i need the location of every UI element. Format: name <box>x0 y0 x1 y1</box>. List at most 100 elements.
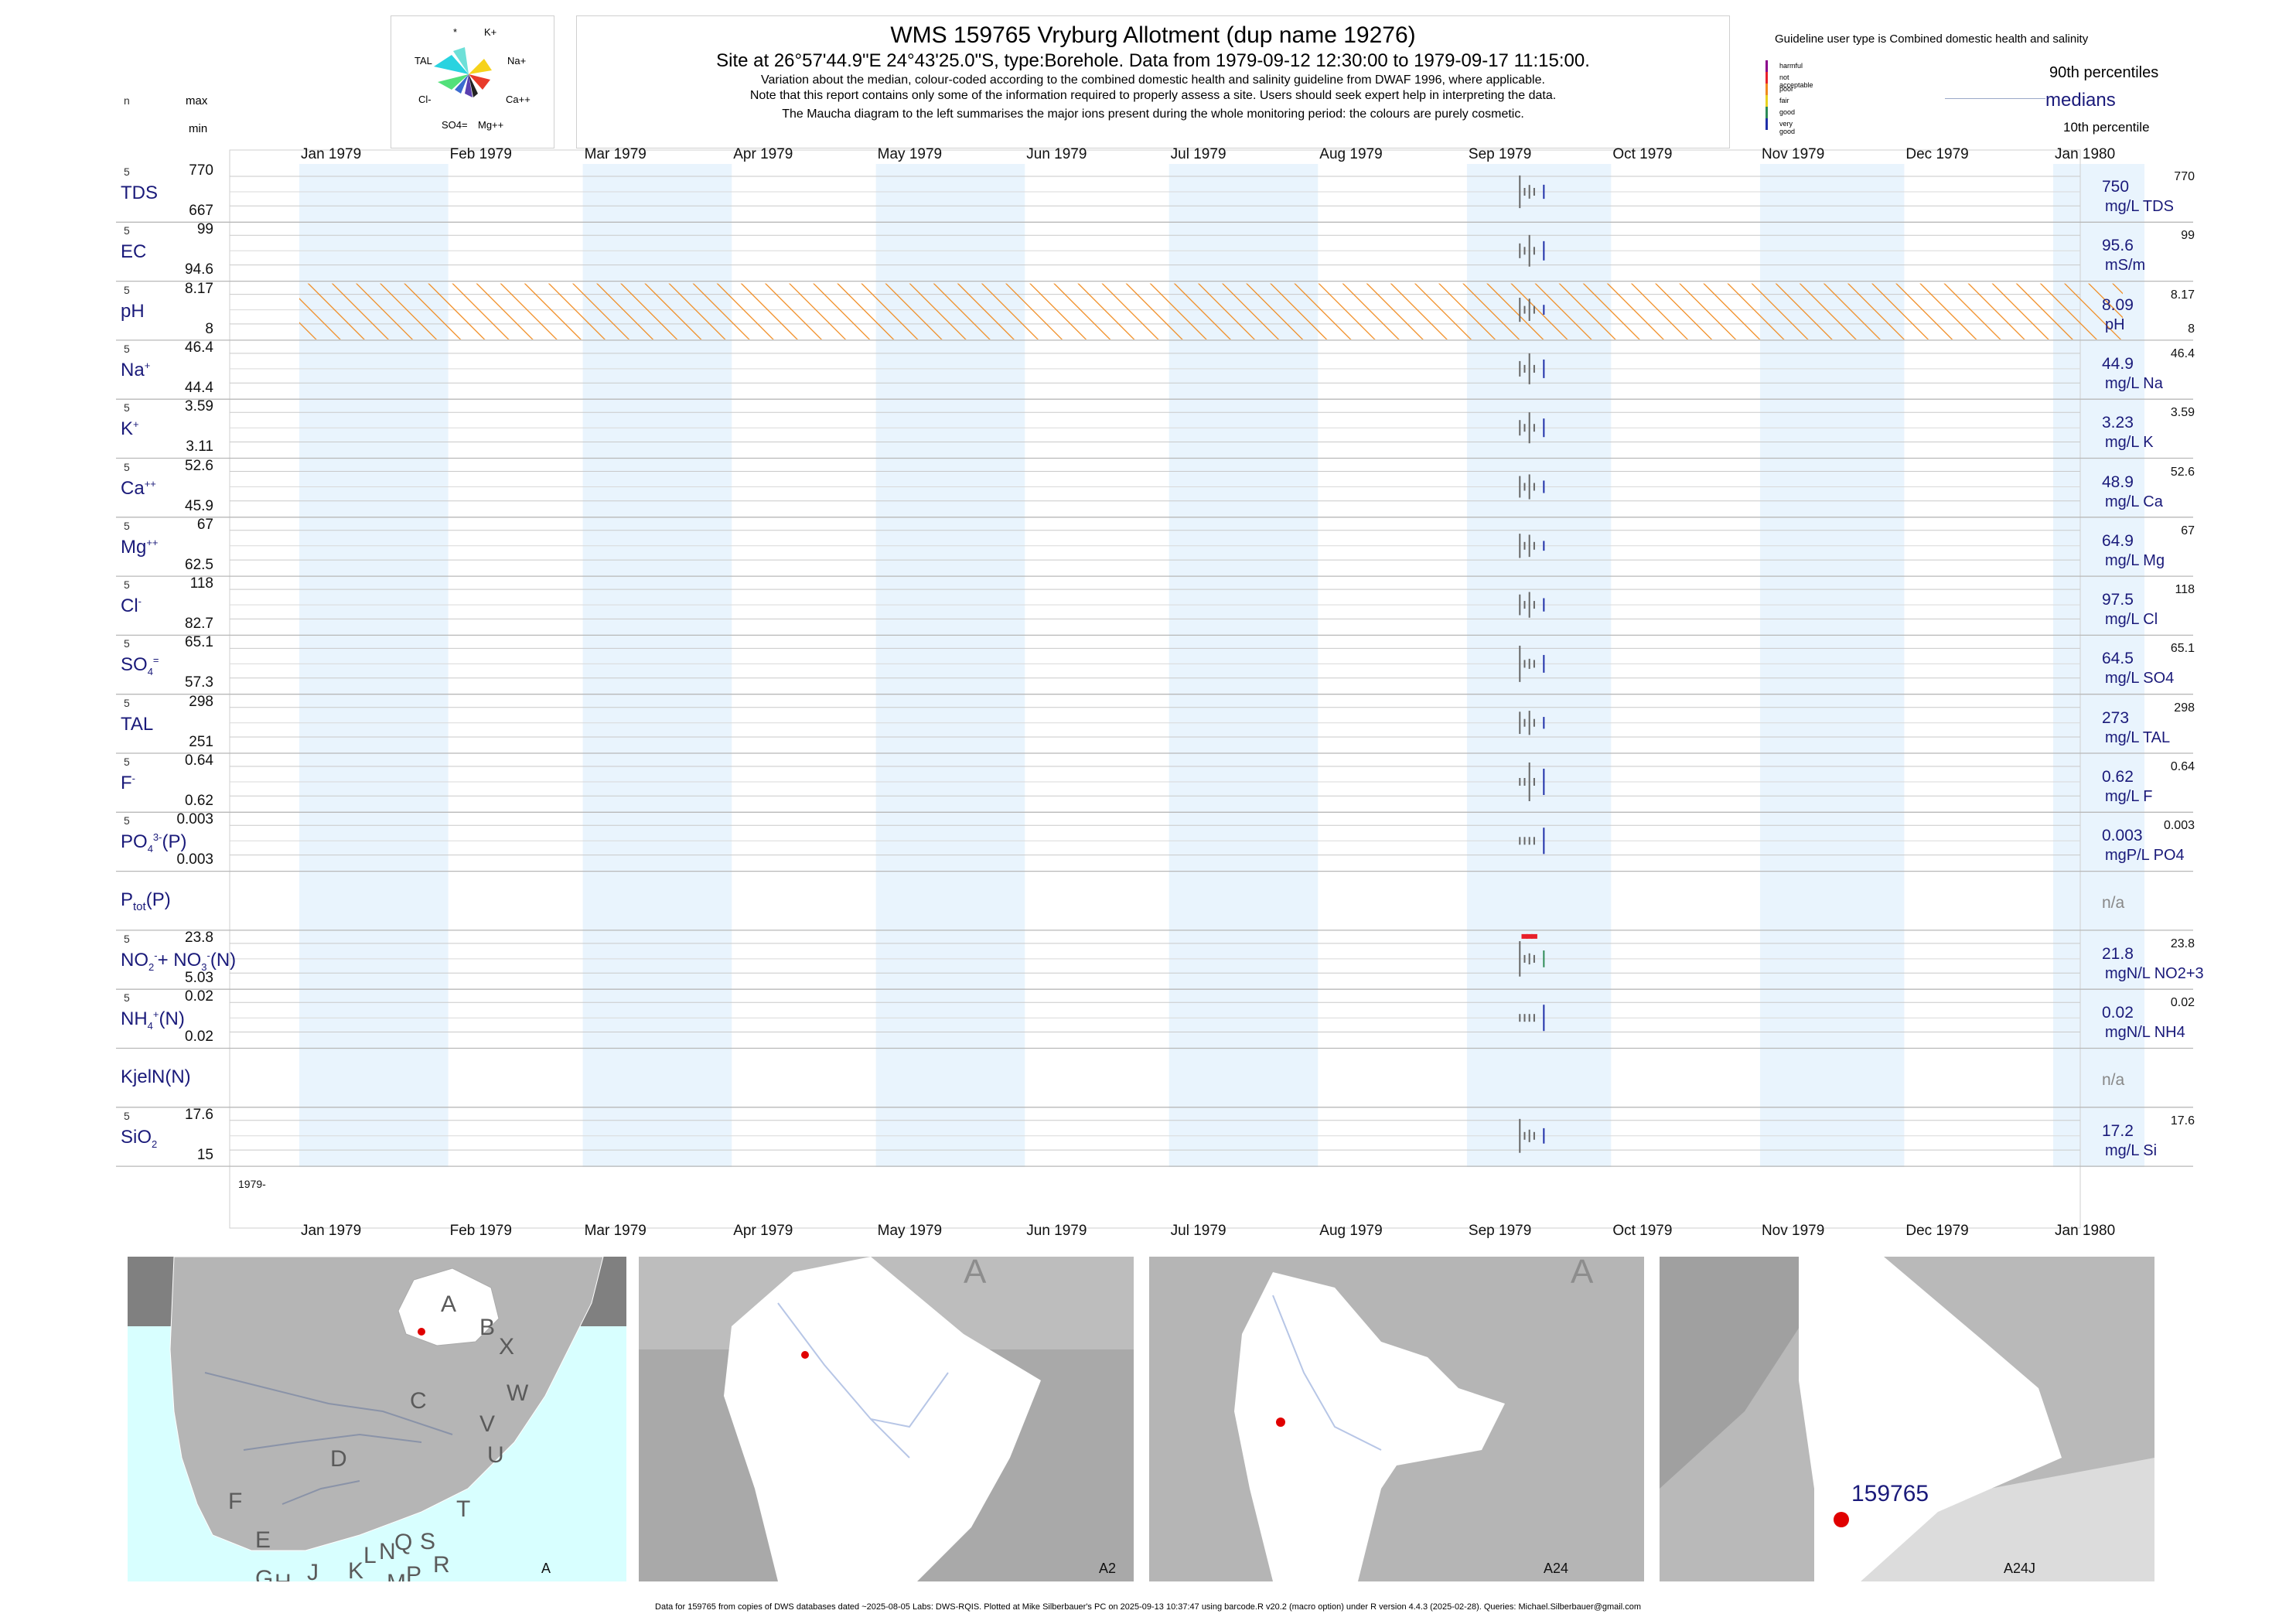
row-max: 8.17 <box>185 280 213 297</box>
note-variation: Variation about the median, colour-coded… <box>761 73 1545 87</box>
month-label-top: Sep 1979 <box>1469 146 1531 162</box>
row-parameter-label: SiO2 <box>121 1126 158 1150</box>
row-median: 0.003 <box>2102 827 2143 845</box>
row-count: 5 <box>124 401 130 415</box>
row-max: 298 <box>189 693 213 710</box>
month-label-top: May 1979 <box>878 146 942 162</box>
row-parameter-label: SO4= <box>121 654 159 678</box>
drainage-region-letter: B <box>479 1315 496 1340</box>
month-label-bottom: Jul 1979 <box>1171 1223 1226 1239</box>
legend-swatch <box>1765 118 1768 130</box>
row-median: 273 <box>2102 708 2130 727</box>
legend-p90: 90th percentiles <box>2049 64 2159 81</box>
drainage-region-letter: F <box>228 1489 243 1514</box>
row-max: 46.4 <box>185 339 213 356</box>
month-label-bottom: Jan 1980 <box>2055 1223 2115 1239</box>
row-unit: mg/L SO4 <box>2105 670 2175 687</box>
month-label-top: Oct 1979 <box>1612 146 1672 162</box>
row-parameter-label: PO43-(P) <box>121 831 187 855</box>
row-parameter-label: KjelN(N) <box>121 1066 191 1087</box>
maucha-diagram-box: * K+ TAL Na+ Cl- Ca++ SO4= Mg++ <box>391 15 554 148</box>
row-p90: 65.1 <box>2170 642 2195 656</box>
drainage-region-letter: C <box>410 1388 427 1414</box>
row-max: 52.6 <box>185 457 213 474</box>
drainage-region-letter: N <box>379 1539 396 1564</box>
row-median: 0.02 <box>2102 1004 2134 1022</box>
row-p90: 52.6 <box>2170 465 2195 479</box>
row-count: 5 <box>124 1109 130 1122</box>
legend-label: not acceptable <box>1779 73 1813 89</box>
month-label-bottom: Nov 1979 <box>1762 1223 1824 1239</box>
row-p90: 298 <box>2174 701 2195 715</box>
row-median: 750 <box>2102 178 2130 196</box>
legend-label: poor <box>1779 85 1794 93</box>
row-unit: mg/L K <box>2105 434 2154 452</box>
row-max: 17.6 <box>185 1106 213 1123</box>
row-min: 0.003 <box>176 851 213 868</box>
legend-label: fair <box>1779 97 1789 104</box>
map3-corner: A <box>1571 1257 1594 1291</box>
map3-label: A24 <box>1544 1561 1569 1576</box>
drainage-region-letter: H <box>275 1570 292 1581</box>
month-label-bottom: Oct 1979 <box>1612 1223 1672 1239</box>
row-parameter-label: TDS <box>121 183 158 203</box>
guideline-text: Guideline user type is Combined domestic… <box>1775 32 2089 46</box>
row-unit: mg/L Mg <box>2105 551 2165 569</box>
row-count: 5 <box>124 578 130 592</box>
row-count: 5 <box>124 991 130 1005</box>
map4-label: A24J <box>2004 1561 2036 1576</box>
row-parameter-label: Ptot(P) <box>121 889 171 913</box>
month-label-bottom: Feb 1979 <box>450 1223 512 1239</box>
row-min: 62.5 <box>185 556 213 573</box>
row-parameter-label: pH <box>121 300 145 322</box>
row-p90: 770 <box>2174 170 2195 183</box>
row-parameter-label: NH4+(N) <box>121 1008 185 1032</box>
drainage-region-letter: R <box>433 1552 450 1578</box>
row-max: 99 <box>196 221 213 238</box>
legend-p10: 10th percentile <box>2063 120 2150 135</box>
month-label-top: Feb 1979 <box>450 146 512 162</box>
drainage-region-letter: S <box>420 1529 436 1554</box>
row-median: 8.09 <box>2102 295 2134 314</box>
row-p90: 99 <box>2181 229 2195 243</box>
row-p90: 0.02 <box>2170 996 2195 1010</box>
nitrate-exceed-mark <box>1530 933 1537 939</box>
row-unit: mg/L TAL <box>2105 728 2171 746</box>
drainage-region-letter: T <box>456 1496 471 1522</box>
row-count: 5 <box>124 756 130 768</box>
legend-median-line <box>1945 98 2045 99</box>
row-parameter-label: F- <box>121 773 136 793</box>
row-count: 5 <box>124 932 130 945</box>
row-p90: 3.59 <box>2170 406 2195 420</box>
month-label-top: Apr 1979 <box>733 146 793 162</box>
month-label-bottom: Aug 1979 <box>1319 1223 1382 1239</box>
map-a24: A A24 <box>1149 1257 1644 1581</box>
legend-label: good <box>1779 108 1796 116</box>
row-p90: 0.003 <box>2163 819 2195 833</box>
row-min: 8 <box>205 320 213 337</box>
header-max: max <box>186 94 208 107</box>
month-label-bottom: Jun 1979 <box>1026 1223 1087 1239</box>
ph-guideline-hatch <box>299 283 2123 339</box>
maucha-ca-segment <box>469 74 490 90</box>
row-max: 65.1 <box>185 634 213 651</box>
row-unit: mg/L Ca <box>2105 493 2163 510</box>
map-a24j: 159765 A24J <box>1660 1257 2154 1581</box>
row-max: 118 <box>189 575 213 592</box>
row-median: 97.5 <box>2102 591 2134 609</box>
row-max: 0.003 <box>176 811 213 828</box>
row-unit: mg/L Si <box>2105 1141 2158 1159</box>
row-parameter-label: K+ <box>121 418 139 440</box>
month-label-top: Jun 1979 <box>1026 146 1087 162</box>
footer-note: Data for 159765 from copies of DWS datab… <box>655 1602 1641 1612</box>
maucha-label-so4: SO4= <box>442 119 468 131</box>
drainage-region-letter: U <box>487 1442 504 1468</box>
row-max: 0.64 <box>185 752 213 769</box>
row-count: 5 <box>124 519 130 532</box>
drainage-region-letter: G <box>255 1566 274 1581</box>
maucha-label-ca: Ca++ <box>506 94 531 105</box>
row-min: 82.7 <box>185 616 213 633</box>
legend-swatch <box>1765 60 1768 72</box>
row-max: 0.02 <box>185 988 213 1005</box>
drainage-region-letter: A <box>441 1291 457 1317</box>
